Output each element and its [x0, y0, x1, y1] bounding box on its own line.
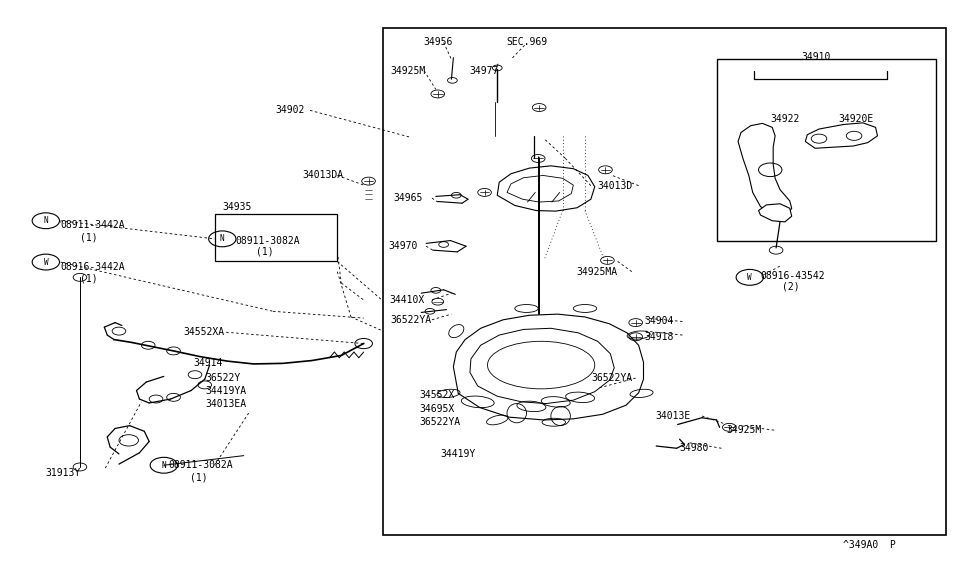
Text: 34910: 34910	[801, 52, 831, 62]
Text: 34013EA: 34013EA	[206, 399, 247, 409]
Polygon shape	[453, 314, 644, 420]
Text: (1): (1)	[80, 233, 98, 243]
Text: 08911-3082A: 08911-3082A	[169, 460, 233, 470]
Text: 34925M: 34925M	[390, 66, 425, 76]
Text: 34552X: 34552X	[419, 390, 454, 400]
Text: 36522YA: 36522YA	[390, 315, 431, 325]
Text: (1): (1)	[256, 247, 274, 257]
Polygon shape	[759, 204, 792, 222]
Text: 34914: 34914	[193, 358, 222, 368]
Text: N: N	[162, 461, 166, 470]
Text: 34918: 34918	[644, 332, 674, 342]
Text: 34956: 34956	[423, 37, 452, 48]
Text: 36522YA: 36522YA	[419, 417, 460, 427]
Text: 34419YA: 34419YA	[206, 385, 247, 396]
Text: 34013E: 34013E	[655, 411, 690, 421]
Text: 34013D: 34013D	[598, 181, 633, 191]
Text: 34925M: 34925M	[726, 425, 761, 435]
Text: (1): (1)	[190, 472, 208, 482]
Bar	[383, 28, 946, 535]
Text: (1): (1)	[80, 273, 98, 284]
Text: 34419Y: 34419Y	[441, 449, 476, 459]
Text: 34970: 34970	[388, 241, 417, 251]
Text: 34920E: 34920E	[838, 114, 874, 124]
Text: 34695X: 34695X	[419, 404, 454, 414]
Polygon shape	[470, 328, 614, 404]
Text: 34013DA: 34013DA	[302, 170, 343, 181]
Text: 31913Y: 31913Y	[46, 468, 81, 478]
Text: ^349A0  P: ^349A0 P	[843, 540, 896, 550]
Text: 34965: 34965	[393, 193, 422, 203]
Bar	[214, 214, 337, 261]
Polygon shape	[805, 123, 878, 148]
Text: N: N	[220, 234, 224, 243]
Polygon shape	[738, 123, 792, 215]
Text: SEC.969: SEC.969	[506, 37, 547, 48]
Text: W: W	[748, 273, 752, 282]
Text: 34980: 34980	[680, 443, 709, 453]
Text: 08916-3442A: 08916-3442A	[60, 262, 125, 272]
Polygon shape	[507, 175, 573, 202]
Text: (2): (2)	[782, 282, 800, 292]
Text: 34922: 34922	[770, 114, 799, 124]
Text: W: W	[44, 258, 48, 267]
Text: 34925MA: 34925MA	[576, 267, 617, 277]
Text: 08911-3082A: 08911-3082A	[235, 235, 299, 246]
Text: 08916-43542: 08916-43542	[760, 271, 825, 281]
Text: 34904: 34904	[644, 316, 674, 327]
Text: 34902: 34902	[275, 105, 304, 115]
Text: N: N	[44, 216, 48, 225]
Text: 34977: 34977	[469, 66, 498, 76]
Text: 36522YA: 36522YA	[592, 373, 633, 383]
Bar	[717, 59, 936, 241]
Text: 34410X: 34410X	[389, 295, 424, 305]
Text: 36522Y: 36522Y	[206, 372, 241, 383]
Text: 34935: 34935	[222, 201, 252, 212]
Text: 08911-3442A: 08911-3442A	[60, 220, 125, 230]
Polygon shape	[497, 166, 595, 211]
Text: 34552XA: 34552XA	[183, 327, 224, 337]
